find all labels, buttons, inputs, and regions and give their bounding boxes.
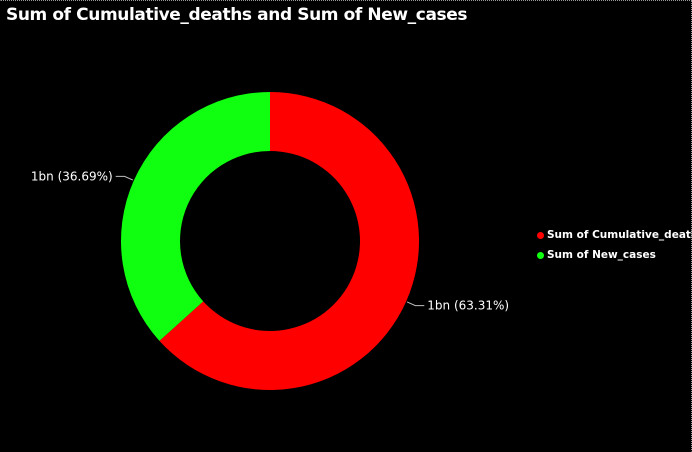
leader-line-new-cases (115, 175, 134, 181)
legend-marker-new-cases (537, 251, 544, 259)
leader-line-cumulative-deaths (406, 301, 425, 307)
legend-label-new-cases: Sum of New_cases (547, 249, 656, 261)
donut-slice-new-cases[interactable] (120, 92, 270, 341)
legend-item-cumulative-deaths[interactable]: Sum of Cumulative_deaths (537, 225, 692, 245)
legend-item-new-cases[interactable]: Sum of New_cases (537, 245, 692, 265)
data-label-cumulative-deaths: 1bn (63.31%) (427, 299, 509, 313)
donut-slice-cumulative-deaths[interactable] (159, 92, 419, 390)
data-label-new-cases: 1bn (36.69%) (31, 169, 113, 183)
legend: Sum of Cumulative_deaths Sum of New_case… (537, 225, 692, 265)
legend-marker-cumulative-deaths (537, 231, 544, 239)
legend-label-cumulative-deaths: Sum of Cumulative_deaths (547, 229, 692, 241)
chart-title: Sum of Cumulative_deaths and Sum of New_… (6, 5, 468, 25)
